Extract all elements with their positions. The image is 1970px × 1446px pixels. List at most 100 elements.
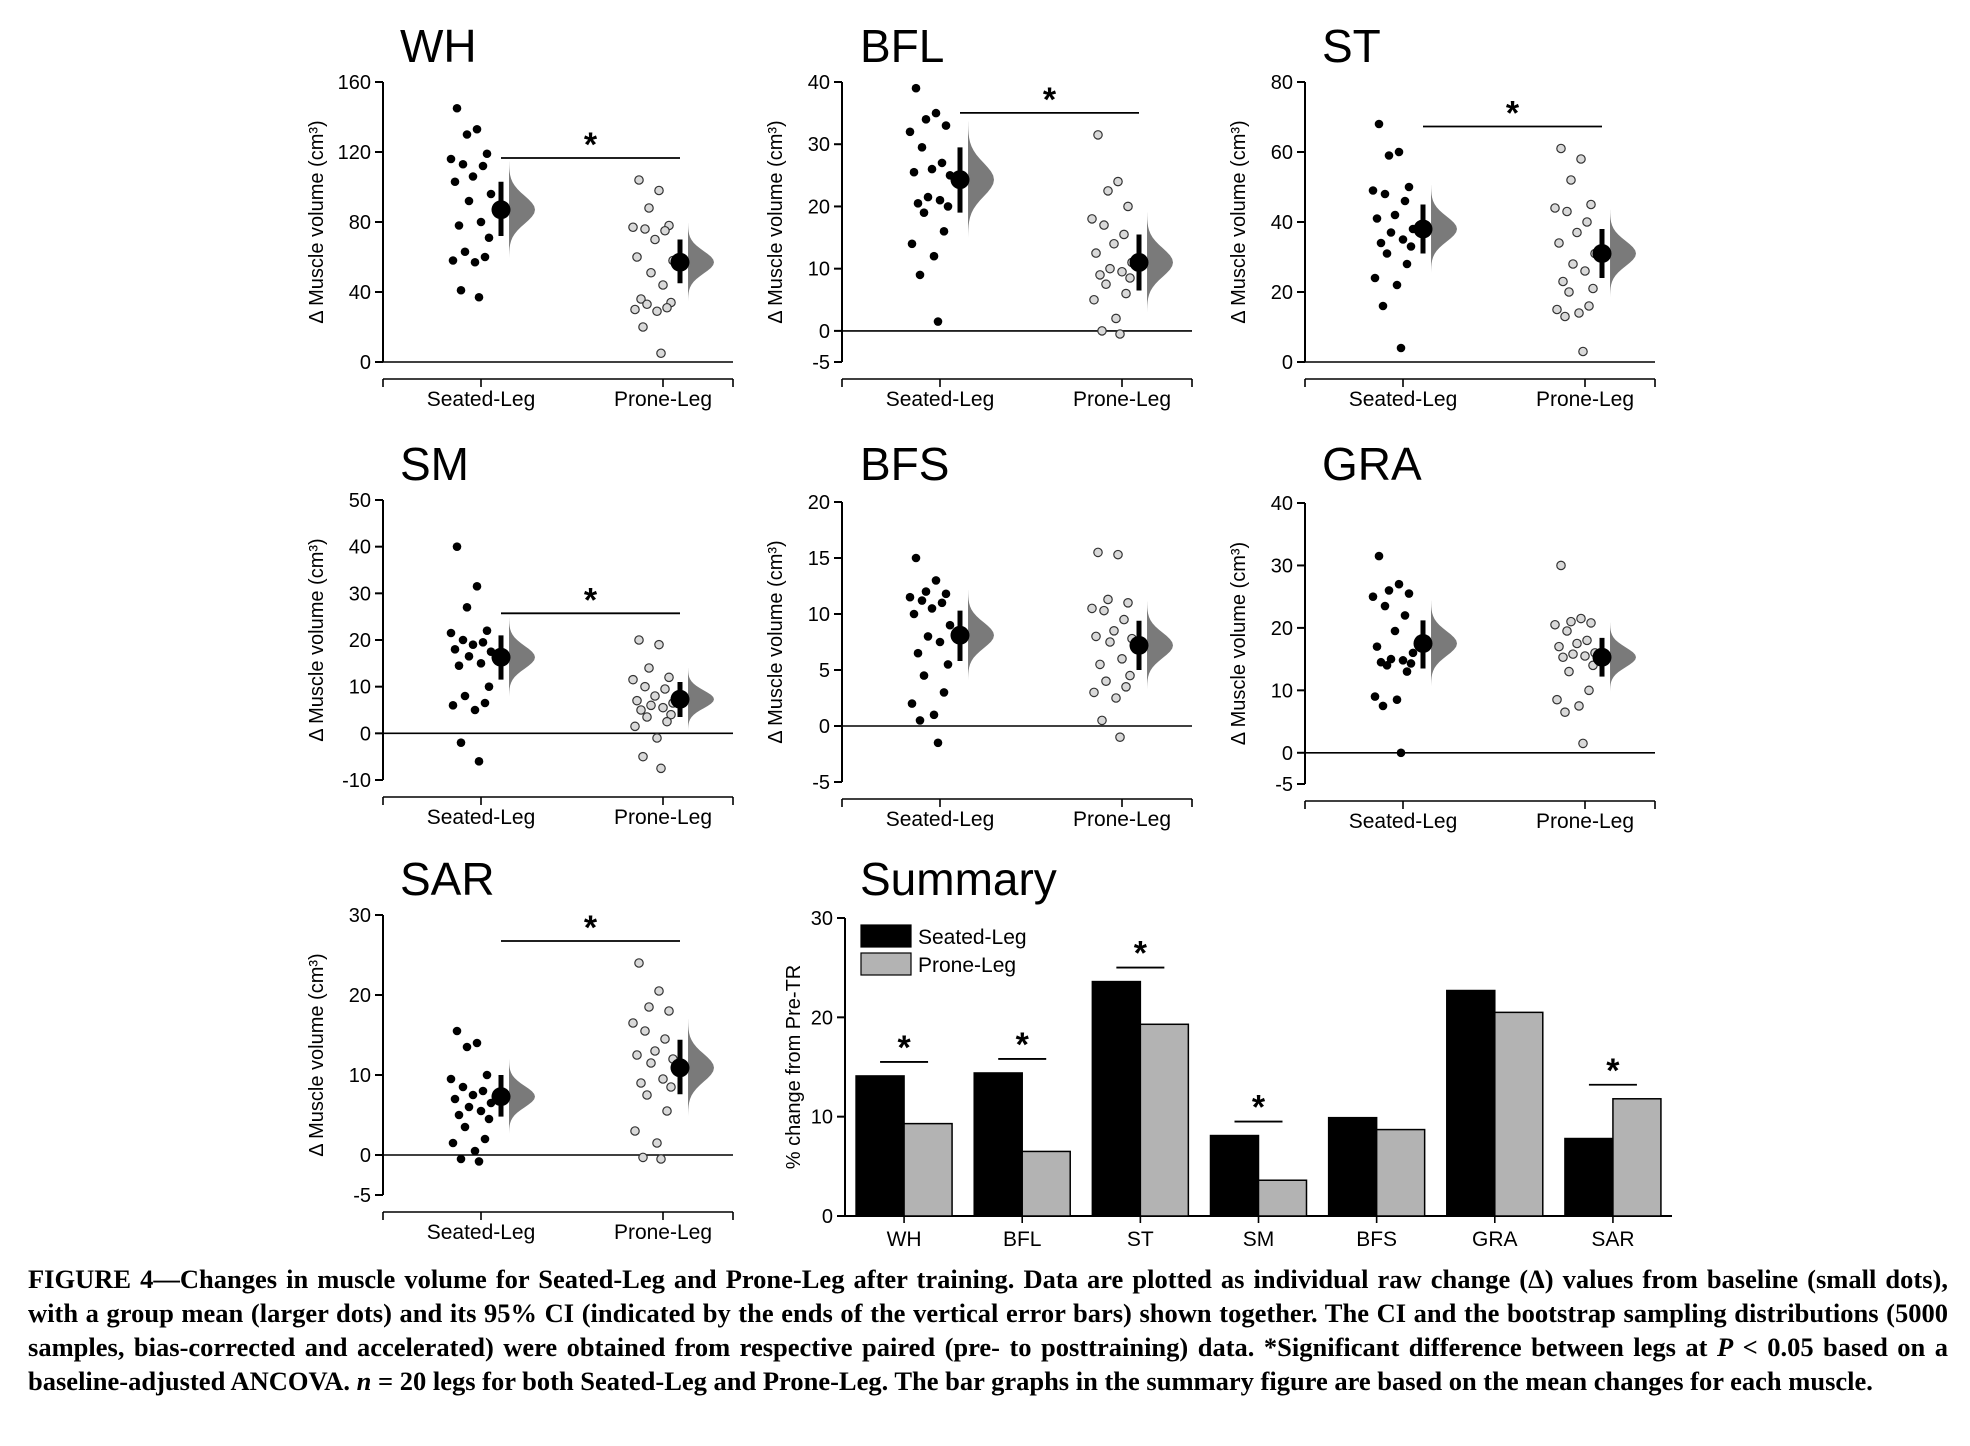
data-point <box>1402 259 1412 269</box>
data-point <box>915 270 925 280</box>
data-point <box>1404 182 1414 192</box>
data-point <box>450 177 460 187</box>
bar <box>1091 980 1142 1217</box>
data-point <box>468 172 478 181</box>
data-point <box>458 635 468 645</box>
data-point <box>630 1126 640 1136</box>
y-axis-label: Δ Muscle volume (cm³) <box>1228 542 1250 745</box>
data-point <box>484 1114 494 1124</box>
data-point <box>464 1102 474 1112</box>
data-point <box>450 645 460 654</box>
data-point <box>937 598 947 608</box>
data-point <box>1382 249 1392 258</box>
data-point <box>1097 326 1107 336</box>
data-point <box>454 221 464 230</box>
y-tick-label: 160 <box>338 72 371 94</box>
data-point <box>1103 594 1113 605</box>
group-mean-dot <box>950 625 970 645</box>
bar <box>855 1075 905 1217</box>
data-point <box>1552 304 1562 315</box>
significance-star: * <box>1043 81 1057 119</box>
group-mean-dot <box>1129 252 1149 272</box>
x-tick-label: SAR <box>1591 1228 1634 1251</box>
data-point <box>907 699 917 708</box>
data-point <box>1113 176 1123 187</box>
group-mean-dot <box>1129 635 1149 655</box>
data-point <box>652 733 662 743</box>
data-point <box>1372 642 1382 651</box>
data-point <box>1101 676 1111 686</box>
y-tick-label: 20 <box>1271 282 1293 304</box>
data-point <box>658 702 668 713</box>
data-point <box>646 700 656 711</box>
x-tick-label: WH <box>887 1228 922 1251</box>
data-point <box>909 167 919 177</box>
y-axis-label: Δ Muscle volume (cm³) <box>1228 120 1250 323</box>
data-point <box>1113 549 1123 560</box>
data-point <box>650 691 660 701</box>
data-point <box>1562 206 1572 217</box>
data-point <box>1584 685 1594 696</box>
data-point <box>456 738 466 747</box>
data-point <box>658 1074 668 1084</box>
y-tick-label: 20 <box>349 630 371 652</box>
data-point <box>1584 301 1594 311</box>
data-point <box>482 626 492 635</box>
data-point <box>923 192 933 202</box>
data-point <box>1089 687 1099 698</box>
data-point <box>446 1074 456 1084</box>
data-point <box>1121 288 1131 299</box>
data-point <box>1384 151 1394 160</box>
data-point <box>458 159 468 169</box>
data-point <box>632 252 642 262</box>
group-mean-dot <box>491 200 511 220</box>
data-point <box>1087 214 1097 224</box>
data-point <box>638 1152 648 1163</box>
bootstrap-distribution <box>688 223 714 302</box>
bar <box>1375 1128 1426 1217</box>
significance-star: * <box>1016 1026 1030 1064</box>
data-point <box>474 1157 484 1166</box>
data-point <box>660 1034 670 1044</box>
data-point <box>1121 681 1131 692</box>
panel-title: ST <box>1322 20 1381 72</box>
data-point <box>945 620 955 630</box>
data-point <box>1576 154 1586 164</box>
y-tick-label: 50 <box>349 490 371 512</box>
data-point <box>474 757 484 766</box>
data-point <box>656 1154 666 1164</box>
caption-n-symbol: n <box>356 1366 372 1396</box>
bootstrap-distribution <box>1147 601 1173 690</box>
data-point <box>1568 649 1578 659</box>
y-tick-label: 80 <box>1271 72 1293 94</box>
data-point <box>478 638 488 647</box>
data-point <box>1564 287 1574 297</box>
bootstrap-distribution <box>509 161 535 259</box>
data-point <box>664 672 674 683</box>
data-point <box>454 1110 464 1120</box>
data-point <box>917 143 927 152</box>
data-point <box>452 542 462 551</box>
caption-text-2: < 0.05 based on a baseline-adjusted ANCO… <box>28 1332 1949 1396</box>
data-point <box>1398 235 1408 244</box>
data-point <box>1378 701 1388 711</box>
data-point <box>1404 589 1414 598</box>
data-point <box>1406 659 1416 668</box>
data-point <box>1376 238 1386 248</box>
data-point <box>1099 220 1109 230</box>
data-point <box>464 196 474 206</box>
data-point <box>931 576 941 585</box>
y-axis-label: Δ Muscle volume (cm³) <box>306 538 328 741</box>
data-point <box>1123 201 1133 212</box>
bootstrap-distribution <box>1610 622 1636 692</box>
data-point <box>1392 695 1402 704</box>
panel-wh: WH 0 40 80 120 160 Seated-Leg Prone-Leg Δ Muscle… <box>306 20 734 411</box>
data-point <box>462 130 472 139</box>
data-point <box>628 1018 638 1028</box>
data-point <box>1370 273 1380 283</box>
data-point <box>480 1134 490 1144</box>
group-mean-dot <box>491 647 511 667</box>
y-tick-label: 0 <box>360 352 371 374</box>
data-point <box>640 224 650 234</box>
data-point <box>929 710 939 720</box>
